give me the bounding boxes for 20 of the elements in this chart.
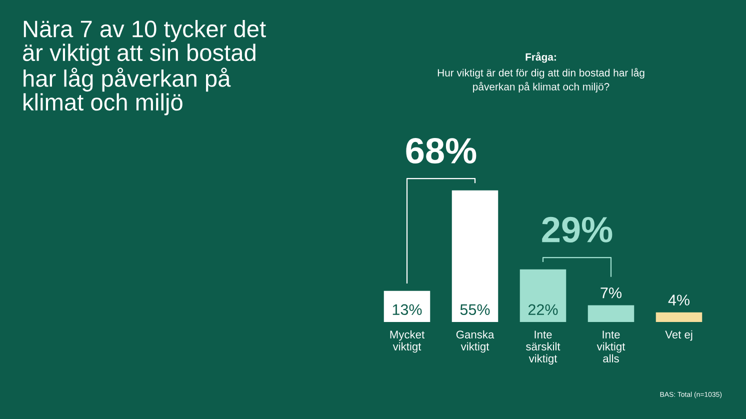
data-label: 22% <box>528 304 558 315</box>
x-tick-label: Vet ej <box>665 330 692 341</box>
bar <box>452 190 498 322</box>
data-label: 7% <box>600 288 622 298</box>
text: 68% <box>406 138 476 164</box>
annotation: 29% <box>542 216 612 242</box>
x-tick-label: Mycket viktigt <box>390 330 425 353</box>
x-tick-label: Inte särskilt viktigt <box>526 330 560 365</box>
bar <box>520 269 566 322</box>
bar <box>656 312 702 322</box>
text: Fråga: <box>526 52 556 63</box>
bar <box>384 290 430 322</box>
text: Nära 7 av 10 tycker det är viktigt att sin bostad har låg påverkan på klimat och miljö <box>23 20 266 116</box>
chart-subtitle: Hur viktigt är det för dig att din bostad har låg påverkan på klimat och miljö? <box>438 68 644 92</box>
data-label: 4% <box>668 294 690 306</box>
bar <box>588 305 634 322</box>
x-tick-label: Ganska viktigt <box>456 330 494 353</box>
x-tick-label: Inte viktigt alls <box>596 330 626 362</box>
data-label: 55% <box>460 304 490 316</box>
data-label: 13% <box>392 304 422 316</box>
